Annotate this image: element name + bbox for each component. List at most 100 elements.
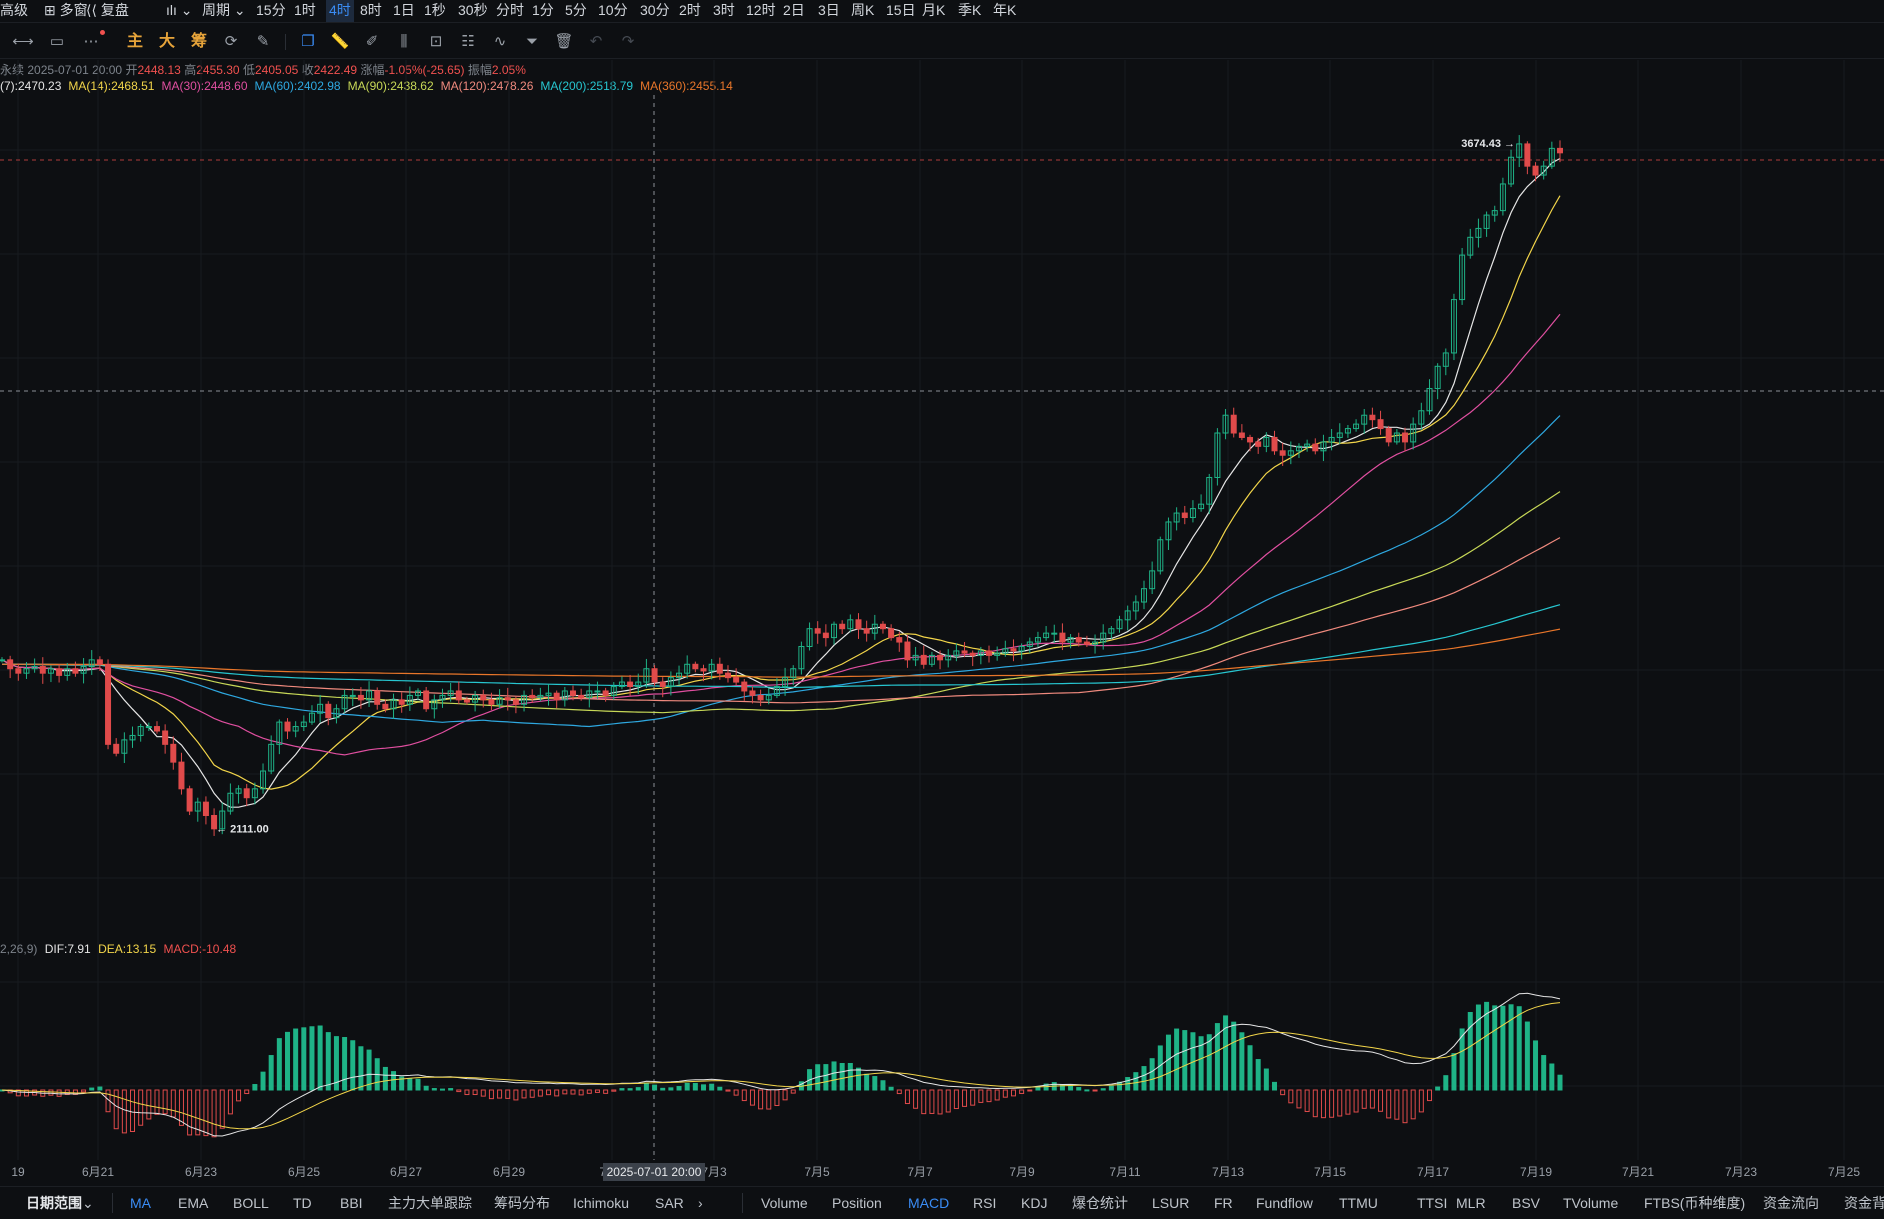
candle-body: [1051, 632, 1058, 635]
lock-icon[interactable]: ⊡: [429, 33, 443, 50]
ruler-icon[interactable]: 📏: [330, 33, 350, 50]
chart-type-icon[interactable]: ılı ⌄: [166, 2, 193, 18]
horizontal-line-icon[interactable]: ⟷: [12, 33, 34, 50]
indicator-main-8[interactable]: SAR: [655, 1195, 684, 1211]
macd-bar: [643, 1082, 649, 1091]
open-label: 开: [125, 63, 138, 77]
main-indicator-button[interactable]: 主: [126, 33, 143, 50]
macd-bar: [831, 1061, 837, 1091]
indicator-sub-13[interactable]: TVolume: [1563, 1195, 1619, 1211]
candle-body: [105, 663, 112, 745]
indicator-sub-0[interactable]: Volume: [761, 1195, 808, 1211]
undo-icon[interactable]: ↶: [589, 33, 603, 50]
copy-icon[interactable]: ❐: [301, 33, 315, 50]
period-item[interactable]: ⊞ 多窗: [44, 2, 88, 18]
indicator-sub-7[interactable]: FR: [1214, 1195, 1233, 1211]
candle-body: [512, 699, 519, 705]
period-item[interactable]: 周K: [851, 2, 875, 18]
indicator-sub-12[interactable]: BSV: [1512, 1195, 1541, 1211]
indicator-sub-2[interactable]: MACD: [908, 1195, 950, 1211]
indicator-sub-8[interactable]: Fundflow: [1256, 1195, 1313, 1211]
macd-bar: [546, 1089, 552, 1096]
candle-body: [1295, 445, 1302, 452]
macd-bar: [913, 1089, 919, 1109]
indicator-sub-16[interactable]: 资金背: [1844, 1195, 1884, 1211]
period-item[interactable]: 12时: [746, 2, 776, 18]
candle-body: [113, 743, 120, 754]
redo-icon[interactable]: ↷: [621, 33, 635, 50]
candle-body: [1508, 156, 1515, 185]
period-item[interactable]: 月K: [922, 2, 946, 18]
period-item[interactable]: 1日: [393, 2, 415, 18]
macd-bar: [692, 1082, 698, 1091]
indicator-sub-6[interactable]: LSUR: [1152, 1195, 1190, 1211]
period-item[interactable]: 15分: [256, 2, 286, 18]
indicator-sub-4[interactable]: KDJ: [1021, 1195, 1048, 1211]
indicator-sub-14[interactable]: FTBS(币种维度): [1644, 1195, 1746, 1211]
pen-icon[interactable]: ✐: [365, 33, 379, 50]
period-item[interactable]: ⟨⟨ 复盘: [86, 2, 129, 18]
macd-bar: [529, 1089, 535, 1098]
more-icon[interactable]: ⋯: [83, 33, 99, 50]
candle-body: [733, 677, 740, 683]
candle-body: [268, 743, 275, 772]
note-icon[interactable]: ☷: [461, 33, 475, 50]
indicator-sub-10[interactable]: TTSI: [1417, 1195, 1448, 1211]
period-item[interactable]: 8时: [360, 2, 382, 18]
compare-icon[interactable]: ⟳: [224, 33, 238, 50]
indicator-main-1[interactable]: EMA: [178, 1195, 209, 1211]
indicator-main-5[interactable]: 主力大单跟踪: [388, 1195, 472, 1211]
period-item[interactable]: 3时: [713, 2, 735, 18]
macd-bar: [1386, 1089, 1392, 1119]
trash-icon[interactable]: 🗑: [554, 33, 574, 50]
candle-body: [1181, 512, 1188, 519]
macd-bar: [162, 1089, 168, 1115]
candle-body: [170, 743, 177, 763]
candle-body: [1116, 619, 1123, 630]
draw-toggle-icon[interactable]: ✎: [256, 33, 270, 50]
big-order-button[interactable]: 大: [158, 33, 175, 50]
period-item[interactable]: 5分: [565, 2, 587, 18]
period-item[interactable]: 10分: [598, 2, 628, 18]
period-item[interactable]: 4时: [326, 0, 354, 22]
indicator-sub-1[interactable]: Position: [832, 1195, 882, 1211]
indicator-main-3[interactable]: TD: [293, 1195, 312, 1211]
period-item[interactable]: 15日: [886, 2, 916, 18]
chips-button[interactable]: 筹: [190, 33, 207, 50]
period-item[interactable]: 高级: [0, 2, 28, 18]
period-item[interactable]: 2时: [679, 2, 701, 18]
period-item[interactable]: 季K: [958, 2, 982, 18]
indicator-sub-3[interactable]: RSI: [973, 1195, 997, 1211]
period-item[interactable]: 30秒: [458, 2, 488, 18]
indicator-sub-5[interactable]: 爆仓统计: [1072, 1195, 1128, 1211]
macd-bar: [146, 1089, 152, 1120]
filter-icon[interactable]: ⏷: [525, 33, 538, 50]
indicator-sub-9[interactable]: TTMU: [1339, 1195, 1378, 1211]
macd-bar: [668, 1087, 674, 1091]
period-item[interactable]: 1秒: [424, 2, 446, 18]
indicator-main-2[interactable]: BOLL: [233, 1195, 269, 1211]
period-item[interactable]: 周期 ⌄: [202, 2, 246, 18]
indicator-sub-11[interactable]: MLR: [1456, 1195, 1486, 1211]
macd-bar: [276, 1038, 282, 1091]
period-item[interactable]: 30分: [640, 2, 670, 18]
period-item[interactable]: 分时: [496, 2, 524, 18]
indicator-main-7[interactable]: Ichimoku: [573, 1195, 630, 1211]
magnet-icon[interactable]: ∿: [493, 33, 507, 50]
indicator-main-4[interactable]: BBI: [340, 1195, 363, 1211]
period-item[interactable]: 2日: [783, 2, 805, 18]
indicator-main-6[interactable]: 筹码分布: [494, 1195, 550, 1211]
date-range-button[interactable]: 日期范围: [26, 1195, 82, 1211]
indicator-main-0[interactable]: MA: [130, 1195, 151, 1211]
candle-body: [357, 694, 364, 701]
price-chart[interactable]: 3674.43 → ← 2111.00 19 6月21 6月23 6月25 6月27 6月29…: [0, 0, 1884, 1186]
period-item[interactable]: 1分: [532, 2, 554, 18]
candle-icon[interactable]: ⫼: [400, 33, 408, 50]
period-item[interactable]: 3日: [818, 2, 840, 18]
indicator-sub-15[interactable]: 资金流向: [1763, 1195, 1819, 1211]
more-indicators-icon[interactable]: ›: [698, 1195, 703, 1211]
rectangle-icon[interactable]: ▭: [49, 33, 65, 50]
period-item[interactable]: 年K: [993, 2, 1017, 18]
period-item[interactable]: 1时: [294, 2, 316, 18]
chevron-down-icon[interactable]: ⌄: [82, 1195, 94, 1211]
